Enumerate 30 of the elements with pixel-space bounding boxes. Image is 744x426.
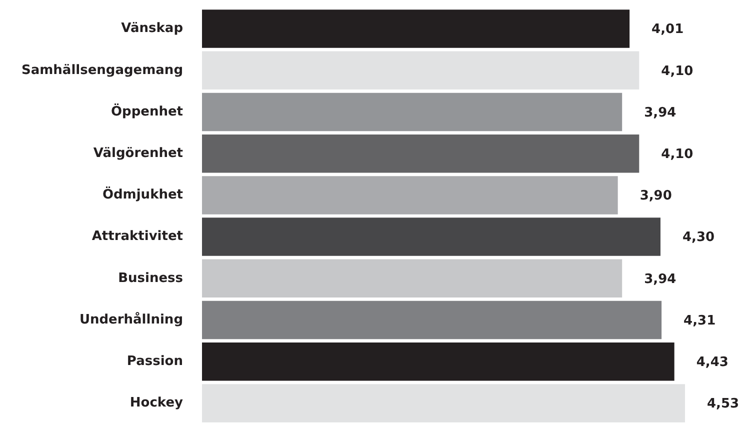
- bar: [202, 342, 674, 381]
- bar: [202, 218, 660, 256]
- bar: [202, 10, 630, 48]
- bar: [202, 51, 640, 90]
- y-tick-label: Välgörenhet: [93, 146, 183, 161]
- data-label: 3,94: [644, 272, 676, 287]
- y-tick-label: Ödmjukhet: [102, 186, 183, 203]
- data-label: 4,10: [661, 146, 694, 162]
- y-tick-label: Vänskap: [121, 21, 183, 36]
- y-tick-label: Hockey: [130, 396, 184, 411]
- data-label: 4,30: [682, 230, 715, 246]
- bar: [202, 92, 622, 132]
- data-label: 4,53: [707, 396, 740, 412]
- data-label: 4,31: [684, 313, 716, 328]
- bar: [202, 259, 622, 298]
- y-tick-label: Öppenhet: [110, 102, 183, 120]
- y-tick-label: Attraktivitet: [92, 229, 183, 244]
- y-tick-label: Passion: [126, 354, 183, 369]
- bar: [202, 134, 640, 173]
- data-label: 4,10: [661, 64, 694, 79]
- y-tick-label: Samhällsengagemang: [21, 62, 183, 78]
- y-tick-label: Business: [118, 270, 184, 286]
- y-tick-label: Underhållning: [79, 311, 183, 328]
- bar: [202, 300, 662, 340]
- data-label: 4,01: [652, 22, 684, 38]
- data-label: 3,90: [640, 188, 672, 204]
- bar: [202, 384, 685, 422]
- data-label: 4,43: [696, 354, 728, 370]
- bar: [202, 176, 618, 214]
- data-label: 3,94: [644, 105, 676, 120]
